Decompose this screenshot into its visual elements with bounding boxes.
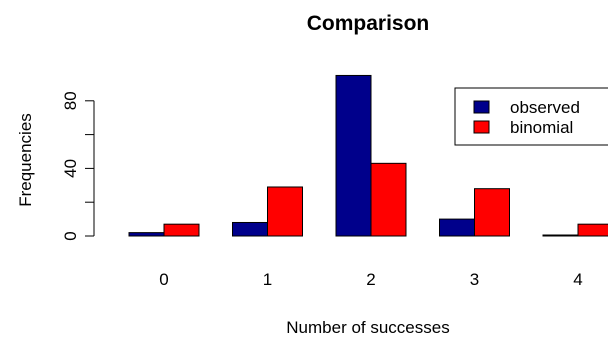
x-tick-labels: 0 1 2 3 4: [159, 270, 582, 289]
bars: [128, 74, 608, 237]
bar-observed-0: [128, 232, 165, 237]
x-tick-label: 0: [159, 270, 168, 289]
x-tick-label: 2: [366, 270, 375, 289]
bar-observed-1: [232, 221, 268, 237]
chart-title: Comparison: [307, 12, 430, 35]
bar-binomial-1: [267, 186, 303, 237]
legend-label-binomial: binomial: [510, 118, 573, 137]
x-tick-label: 4: [573, 270, 582, 289]
bar-binomial-3: [474, 188, 510, 237]
bar-observed-4: [542, 234, 579, 237]
legend-swatch-observed: [473, 100, 490, 114]
y-axis-label: Frequencies: [16, 113, 35, 207]
bar-observed-2: [335, 74, 372, 237]
legend-box: [454, 87, 608, 146]
y-tick-label: 0: [61, 231, 80, 240]
legend-swatch-binomial: [473, 120, 490, 134]
bar-binomial-4: [577, 223, 608, 237]
x-tick-label: 1: [263, 270, 272, 289]
bar-binomial-0: [163, 223, 200, 237]
x-tick-label: 3: [470, 270, 479, 289]
bar-observed-3: [439, 218, 475, 237]
y-tick-label: 40: [61, 159, 80, 178]
bar-binomial-2: [370, 162, 407, 237]
legend-label-observed: observed: [510, 98, 580, 117]
y-tick-label: 80: [61, 91, 80, 110]
y-axis: 0 40 80: [61, 91, 95, 241]
x-axis-label: Number of successes: [286, 318, 449, 337]
